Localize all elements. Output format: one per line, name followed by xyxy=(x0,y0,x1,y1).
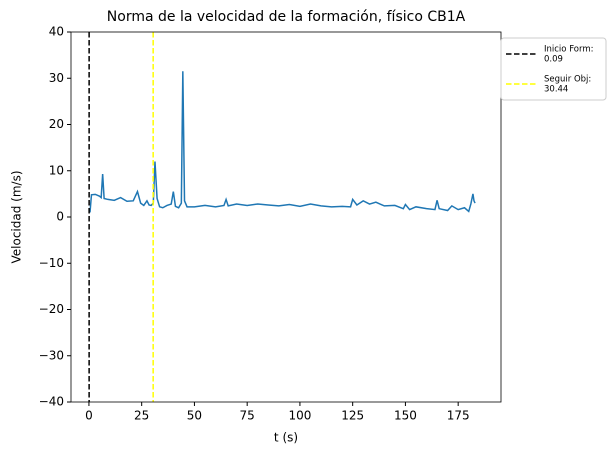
x-tick-label: 50 xyxy=(187,409,202,423)
y-tick-label: 40 xyxy=(49,25,64,39)
y-tick-label: 10 xyxy=(49,163,64,177)
legend-label: Seguir Obj: xyxy=(544,75,591,85)
y-axis-label: Velocidad (m/s) xyxy=(10,170,24,263)
x-tick-label: 150 xyxy=(394,409,417,423)
x-tick-label: 25 xyxy=(134,409,149,423)
x-tick-label: 175 xyxy=(447,409,470,423)
y-tick-label: −10 xyxy=(39,256,64,270)
legend-label: Inicio Form: xyxy=(544,45,593,55)
axes-frame xyxy=(70,31,502,403)
x-tick-label: 125 xyxy=(341,409,364,423)
x-tick-label: 100 xyxy=(288,409,311,423)
data-line xyxy=(89,71,476,213)
y-tick-label: 0 xyxy=(56,210,64,224)
legend-value: 30.44 xyxy=(544,85,568,95)
x-tick-label: 75 xyxy=(240,409,255,423)
y-tick-label: 30 xyxy=(49,71,64,85)
legend-value: 0.09 xyxy=(544,55,563,65)
x-tick-label: 0 xyxy=(85,409,93,423)
y-tick-label: 20 xyxy=(49,117,64,131)
y-tick-label: −40 xyxy=(39,395,64,409)
y-tick-label: −30 xyxy=(39,348,64,362)
chart-title: Norma de la velocidad de la formación, f… xyxy=(107,9,466,25)
y-tick-label: −20 xyxy=(39,302,64,316)
x-axis-label: t (s) xyxy=(274,431,298,445)
